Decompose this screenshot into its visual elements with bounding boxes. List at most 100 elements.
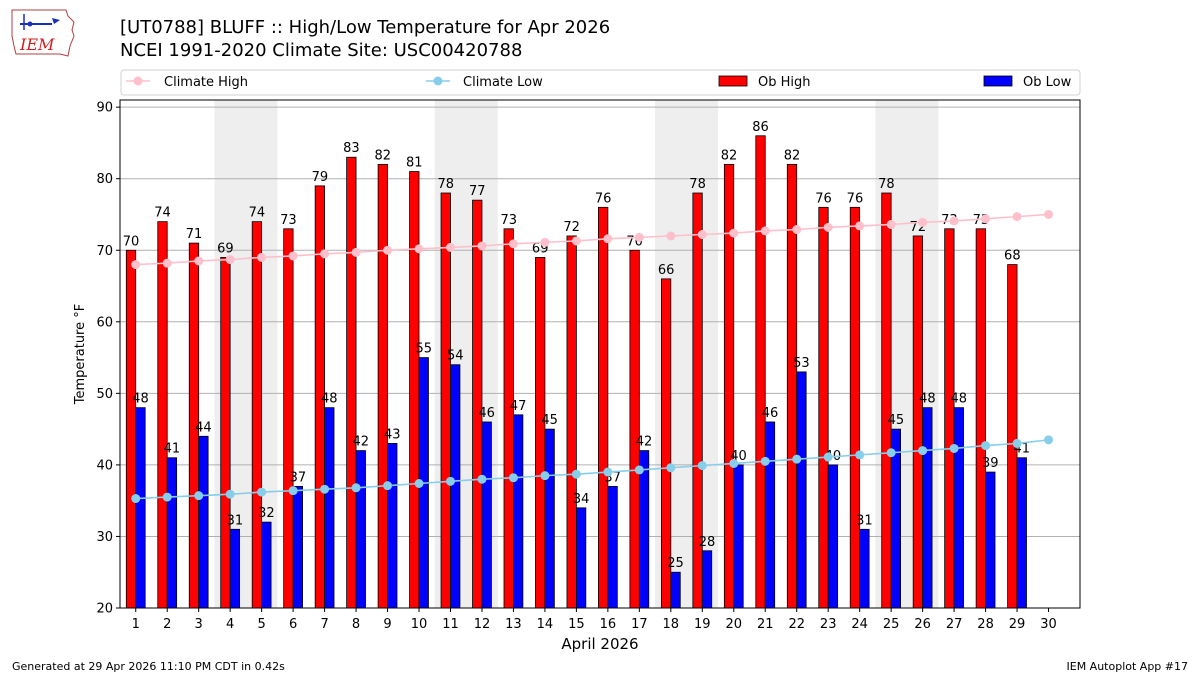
ob-low-label: 32 bbox=[258, 506, 275, 521]
ob-high-bar bbox=[346, 156, 357, 609]
climate-high-point bbox=[288, 251, 298, 261]
y-tick-label: 70 bbox=[96, 244, 113, 259]
ob-high-label: 82 bbox=[784, 148, 801, 163]
x-tick-label: 22 bbox=[788, 617, 805, 632]
ob-low-bar bbox=[607, 485, 618, 609]
ob-high-bar bbox=[598, 206, 609, 609]
ob-low-label: 48 bbox=[321, 392, 338, 407]
generated-timestamp: Generated at 29 Apr 2026 11:10 PM CDT in… bbox=[12, 660, 285, 673]
ob-high-label: 81 bbox=[406, 156, 423, 171]
x-tick-label: 26 bbox=[914, 617, 931, 632]
ob-high-bar bbox=[975, 228, 986, 609]
climate-high-point bbox=[540, 237, 550, 247]
ob-low-label: 28 bbox=[699, 535, 716, 550]
climate-high-point bbox=[760, 226, 770, 236]
x-tick-label: 4 bbox=[226, 617, 234, 632]
x-tick-label: 27 bbox=[946, 617, 963, 632]
legend-ob-high-label: Ob High bbox=[758, 75, 811, 90]
ob-low-label: 55 bbox=[415, 342, 432, 357]
ob-low-bar bbox=[670, 571, 681, 609]
x-tick-label: 18 bbox=[663, 617, 680, 632]
climate-low-point bbox=[508, 473, 518, 483]
ob-high-bar bbox=[440, 192, 451, 609]
x-tick-label: 10 bbox=[411, 617, 428, 632]
climate-high-point bbox=[571, 236, 581, 246]
ob-high-label: 68 bbox=[1004, 249, 1021, 264]
legend-climate-low-marker bbox=[433, 76, 443, 86]
ob-high-bar bbox=[409, 171, 420, 609]
ob-low-bar bbox=[261, 521, 272, 609]
legend-box bbox=[120, 69, 1081, 96]
climate-high-point bbox=[162, 258, 172, 268]
climate-low-point bbox=[194, 491, 204, 501]
ob-low-label: 54 bbox=[447, 349, 464, 364]
legend-ob-low-swatch bbox=[983, 75, 1013, 87]
climate-high-point bbox=[1044, 209, 1054, 219]
climate-high-line bbox=[135, 213, 1049, 266]
climate-low-point bbox=[1012, 438, 1022, 448]
y-tick-label: 90 bbox=[96, 101, 113, 116]
ob-high-bar bbox=[566, 235, 577, 609]
ob-high-bar bbox=[849, 206, 861, 609]
ob-low-bar bbox=[733, 464, 744, 609]
climate-high-point bbox=[792, 225, 802, 235]
climate-high-point bbox=[225, 255, 235, 265]
ob-high-bar bbox=[377, 163, 388, 609]
x-tick-label: 29 bbox=[1009, 617, 1026, 632]
climate-high-point bbox=[320, 249, 330, 259]
ob-low-label: 31 bbox=[856, 513, 873, 528]
climate-high-point bbox=[257, 252, 267, 262]
ob-high-bar bbox=[535, 257, 546, 609]
x-tick-label: 28 bbox=[977, 617, 994, 632]
ob-high-bar bbox=[125, 249, 137, 609]
climate-low-point bbox=[351, 483, 361, 493]
logo-text: IEM bbox=[19, 35, 55, 54]
ob-low-bar bbox=[575, 507, 587, 609]
x-tick-label: 6 bbox=[289, 617, 297, 632]
legend-climate-low-label: Climate Low bbox=[463, 75, 543, 90]
climate-low-point bbox=[981, 441, 991, 451]
climate-low-point bbox=[603, 467, 613, 477]
climate-low-point bbox=[855, 450, 865, 460]
ob-high-bar bbox=[1007, 264, 1018, 609]
x-tick-label: 25 bbox=[883, 617, 900, 632]
climate-high-point bbox=[981, 214, 991, 224]
ob-low-label: 45 bbox=[541, 413, 558, 428]
ob-low-bar bbox=[481, 421, 492, 609]
ob-low-label: 48 bbox=[132, 392, 149, 407]
ob-high-label: 70 bbox=[123, 234, 140, 249]
ob-low-label: 41 bbox=[164, 442, 181, 457]
climate-high-point bbox=[855, 221, 865, 231]
ob-low-label: 43 bbox=[384, 427, 401, 442]
ob-high-bar bbox=[755, 135, 766, 609]
ob-low-label: 39 bbox=[982, 456, 999, 471]
ob-low-bar bbox=[859, 528, 870, 609]
ob-low-bar bbox=[796, 371, 807, 609]
climate-low-point bbox=[792, 454, 802, 464]
ob-high-label: 73 bbox=[500, 213, 517, 228]
ob-low-bar bbox=[292, 485, 303, 609]
ob-low-bar bbox=[198, 435, 209, 609]
ob-low-bar bbox=[387, 443, 398, 609]
ob-low-label: 37 bbox=[290, 470, 307, 485]
climate-high-point bbox=[414, 244, 424, 254]
ob-low-label: 47 bbox=[510, 399, 527, 414]
legend-climate-high-label: Climate High bbox=[164, 75, 248, 90]
ob-high-label: 77 bbox=[469, 184, 486, 199]
y-tick-label: 20 bbox=[96, 602, 113, 617]
ob-high-label: 76 bbox=[815, 191, 832, 206]
climate-low-point bbox=[131, 494, 141, 504]
plot-frame bbox=[119, 99, 1081, 609]
ob-high-bar bbox=[157, 221, 168, 609]
x-tick-label: 14 bbox=[537, 617, 554, 632]
ob-high-bar bbox=[881, 192, 892, 609]
climate-high-point bbox=[918, 217, 928, 227]
ob-high-label: 72 bbox=[563, 220, 580, 235]
climate-high-point bbox=[949, 216, 959, 226]
x-tick-label: 9 bbox=[383, 617, 391, 632]
x-tick-label: 12 bbox=[474, 617, 491, 632]
ob-high-label: 74 bbox=[249, 206, 266, 221]
ob-low-label: 34 bbox=[573, 492, 590, 507]
y-axis-label: Temperature °F bbox=[73, 304, 88, 405]
